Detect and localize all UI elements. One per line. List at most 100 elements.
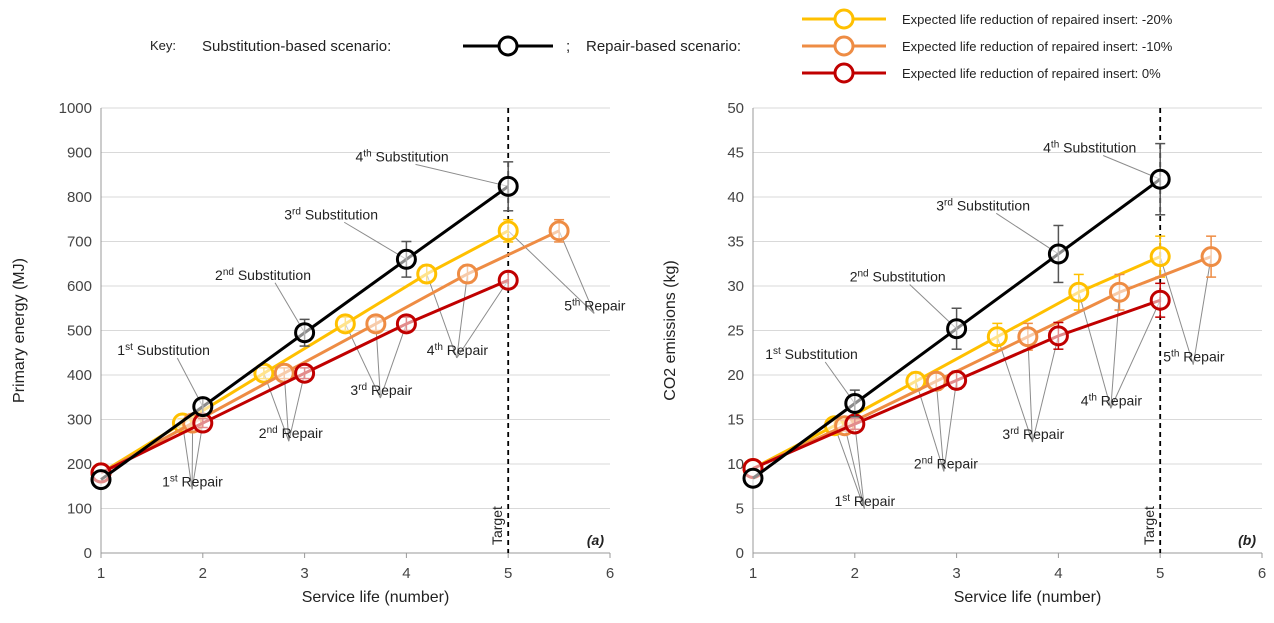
x-tick-label: 3 [952, 565, 960, 582]
annotation-leader [909, 284, 957, 330]
y-tick-label: 40 [727, 189, 744, 206]
series-line [752, 255, 1161, 470]
x-tick-label: 1 [97, 565, 105, 582]
annotation-leader [456, 279, 509, 359]
annotation-leader [191, 422, 204, 490]
annotation-label: 1st Repair [162, 473, 223, 489]
annotation-label: 4th Repair [427, 342, 489, 358]
y-tick-label: 500 [67, 323, 92, 340]
legend-entry-2: Expected life reduction of repaired inse… [802, 35, 1173, 57]
chart-legend: Key: Substitution-based scenario: ; Repa… [150, 8, 1173, 84]
data-point [1149, 246, 1171, 268]
target-label: Target [489, 506, 505, 545]
annotation-ordinal: st [842, 493, 850, 504]
data-point [548, 220, 570, 242]
legend-entry-label: Expected life reduction of repaired inse… [902, 39, 1173, 54]
series-4 [90, 161, 519, 491]
data-point [497, 175, 519, 197]
data-point [742, 467, 764, 489]
annotation-ordinal: rd [292, 206, 301, 217]
annotation-leader [995, 212, 1059, 255]
data-point [253, 362, 275, 384]
annotation-text: Substitution [372, 148, 449, 164]
data-point [1149, 168, 1171, 190]
x-tick-label: 3 [300, 565, 308, 582]
annotation-leader [1078, 292, 1112, 409]
legend-repair-label: Repair-based scenario: [586, 38, 741, 55]
annotation-label: 2nd Substitution [215, 267, 311, 283]
annotation-label: 2nd Repair [259, 425, 323, 441]
legend-key-label: Key: [150, 38, 176, 53]
annotation-leader [191, 423, 194, 490]
annotation-leader [1027, 336, 1033, 443]
annotation-leader [283, 373, 290, 442]
annotation-ordinal: th [1089, 392, 1097, 403]
annotation-leader [507, 230, 595, 314]
y-tick-label: 50 [727, 100, 744, 117]
annotation-leader [181, 422, 193, 490]
data-point [1047, 325, 1069, 347]
annotation-label: 1st Substitution [117, 342, 210, 358]
annotation-number: 1 [765, 346, 773, 362]
data-point [497, 269, 519, 291]
y-tick-label: 1000 [59, 100, 92, 117]
y-tick-label: 10 [727, 456, 744, 473]
annotation-leader [833, 425, 865, 509]
y-axis-title: CO2 emissions (kg) [662, 260, 679, 400]
legend-substitution-marker [463, 35, 553, 57]
annotation-number: 4 [1043, 140, 1051, 156]
data-point [395, 313, 417, 335]
annotation-ordinal: st [125, 342, 133, 353]
x-tick-label: 2 [851, 565, 859, 582]
annotation-number: 1 [162, 473, 170, 489]
x-tick-label: 4 [402, 565, 410, 582]
legend-entry-label: Expected life reduction of repaired inse… [902, 66, 1161, 81]
data-point [294, 362, 316, 384]
panel-label: (a) [587, 532, 604, 548]
annotation-leader [854, 423, 865, 509]
series-line [100, 229, 560, 475]
y-tick-label: 0 [84, 545, 92, 562]
data-point [416, 263, 438, 285]
data-point [1047, 243, 1069, 265]
x-tick-label: 4 [1054, 565, 1062, 582]
annotation-leader [375, 323, 381, 399]
annotation-ordinal: nd [267, 425, 278, 436]
annotation-number: 3 [1002, 426, 1010, 442]
y-tick-label: 35 [727, 234, 744, 251]
y-axis-title: Primary energy (MJ) [11, 258, 28, 403]
annotation-label: 3rd Repair [350, 382, 412, 398]
data-point [1149, 289, 1171, 311]
annotation-ordinal: nd [858, 269, 869, 280]
annotation-leader [426, 273, 458, 359]
annotation-leader [456, 273, 468, 359]
annotation-label: 3rd Repair [1002, 426, 1064, 442]
annotation-text: Substitution [1059, 140, 1136, 156]
data-point [334, 313, 356, 335]
data-point [844, 413, 866, 435]
chart-panel-b: 0 5 10 15 20 25 30 35 40 45 50 1 2 3 4 5 6 Service life (… [637, 95, 1274, 618]
series-4 [742, 142, 1171, 489]
legend-entry-1: Expected life reduction of repaired inse… [802, 8, 1173, 30]
annotation-number: 2 [215, 267, 223, 283]
annotation-number: 4 [1081, 392, 1089, 408]
annotation-text: Repair [178, 473, 223, 489]
data-point [1068, 281, 1090, 303]
annotation-text: Substitution [301, 206, 378, 222]
x-tick-label: 1 [749, 565, 757, 582]
data-point [497, 220, 519, 242]
annotation-leader [1192, 256, 1212, 365]
x-tick-label: 6 [606, 565, 614, 582]
annotation-text: Substitution [953, 197, 1030, 213]
annotation-label: 3rd Substitution [936, 197, 1030, 213]
y-tick-label: 700 [67, 234, 92, 251]
data-point [946, 318, 968, 340]
annotation-number: 4 [427, 342, 435, 358]
annotation-ordinal: nd [223, 267, 234, 278]
annotation-text: Repair [367, 382, 412, 398]
data-point [986, 326, 1008, 348]
annotation-label: 1st Repair [834, 493, 895, 509]
annotation-text: Repair [278, 425, 323, 441]
annotation-label: 2nd Repair [914, 455, 978, 471]
y-tick-label: 0 [736, 545, 744, 562]
